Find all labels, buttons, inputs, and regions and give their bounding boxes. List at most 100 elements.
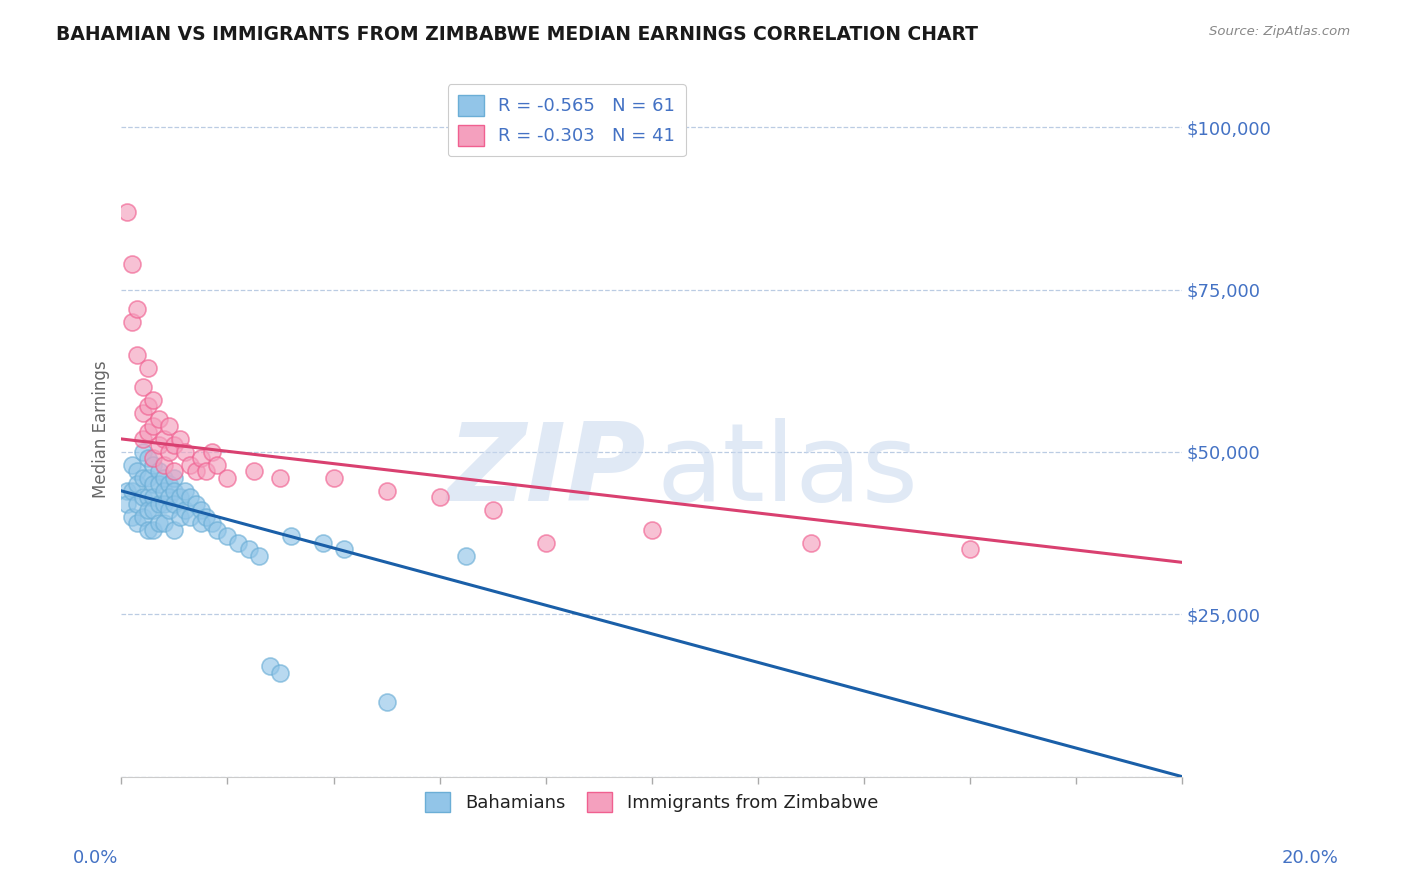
Point (375, 483, 398, 498)
Text: atlas: atlas (657, 417, 920, 524)
Point (163, 497, 186, 511)
Point (142, 491, 165, 505)
Point (142, 523, 165, 537)
Point (136, 425, 159, 440)
Point (333, 542, 356, 557)
Point (184, 497, 207, 511)
Point (148, 516, 170, 531)
Point (157, 477, 180, 491)
Point (142, 392, 165, 407)
Point (375, 695, 398, 709)
Point (142, 458, 165, 472)
Point (121, 257, 143, 271)
Point (243, 464, 266, 478)
Point (121, 458, 143, 472)
Point (157, 445, 180, 459)
Point (131, 406, 153, 420)
Point (115, 204, 138, 219)
Point (127, 497, 149, 511)
Point (142, 419, 165, 434)
Point (148, 464, 170, 478)
Point (131, 380, 153, 394)
Point (174, 503, 197, 517)
Y-axis label: Median Earnings: Median Earnings (93, 360, 110, 498)
Point (131, 471, 153, 485)
Point (200, 445, 222, 459)
Point (534, 536, 557, 550)
Point (153, 458, 176, 472)
Point (131, 509, 153, 524)
Point (127, 347, 149, 361)
Point (169, 432, 191, 446)
Point (190, 516, 212, 531)
Point (184, 464, 207, 478)
Point (131, 432, 153, 446)
Point (454, 549, 477, 563)
Point (205, 458, 228, 472)
Point (157, 503, 180, 517)
Point (312, 536, 335, 550)
Point (169, 509, 191, 524)
Point (148, 412, 170, 426)
Point (115, 497, 138, 511)
Point (205, 523, 228, 537)
Point (136, 471, 159, 485)
Point (148, 477, 170, 491)
Point (179, 491, 201, 505)
Point (121, 483, 143, 498)
Point (142, 477, 165, 491)
Point (269, 665, 291, 680)
Point (136, 523, 159, 537)
Point (200, 516, 222, 531)
Point (142, 503, 165, 517)
Point (157, 491, 180, 505)
Point (238, 542, 260, 557)
Point (217, 529, 239, 543)
Point (163, 523, 186, 537)
Point (153, 432, 176, 446)
Text: 0.0%: 0.0% (73, 849, 118, 867)
Point (195, 509, 218, 524)
Text: BAHAMIAN VS IMMIGRANTS FROM ZIMBABWE MEDIAN EARNINGS CORRELATION CHART: BAHAMIAN VS IMMIGRANTS FROM ZIMBABWE MED… (56, 25, 979, 44)
Point (190, 503, 212, 517)
Point (121, 315, 143, 329)
Point (153, 516, 176, 531)
Point (163, 471, 186, 485)
Point (131, 491, 153, 505)
Point (179, 458, 201, 472)
Point (127, 516, 149, 531)
Point (136, 451, 159, 466)
Point (153, 497, 176, 511)
Point (640, 523, 662, 537)
Point (195, 464, 218, 478)
Point (247, 549, 270, 563)
Point (217, 471, 239, 485)
Point (136, 503, 159, 517)
Point (800, 536, 823, 550)
Point (127, 302, 149, 317)
Point (169, 491, 191, 505)
Text: ZIP: ZIP (449, 417, 647, 524)
Point (148, 497, 170, 511)
Legend: Bahamians, Immigrants from Zimbabwe: Bahamians, Immigrants from Zimbabwe (418, 784, 886, 820)
Point (163, 438, 186, 452)
Point (153, 483, 176, 498)
Point (127, 477, 149, 491)
Point (115, 483, 138, 498)
Point (179, 509, 201, 524)
Point (131, 445, 153, 459)
Text: 20.0%: 20.0% (1282, 849, 1339, 867)
Point (174, 445, 197, 459)
Point (174, 483, 197, 498)
Point (163, 483, 186, 498)
Point (959, 542, 981, 557)
Point (322, 471, 344, 485)
Point (226, 536, 249, 550)
Point (136, 400, 159, 414)
Point (269, 471, 291, 485)
Point (429, 491, 451, 505)
Point (259, 659, 281, 673)
Point (142, 451, 165, 466)
Point (121, 509, 143, 524)
Text: Source: ZipAtlas.com: Source: ZipAtlas.com (1209, 25, 1350, 38)
